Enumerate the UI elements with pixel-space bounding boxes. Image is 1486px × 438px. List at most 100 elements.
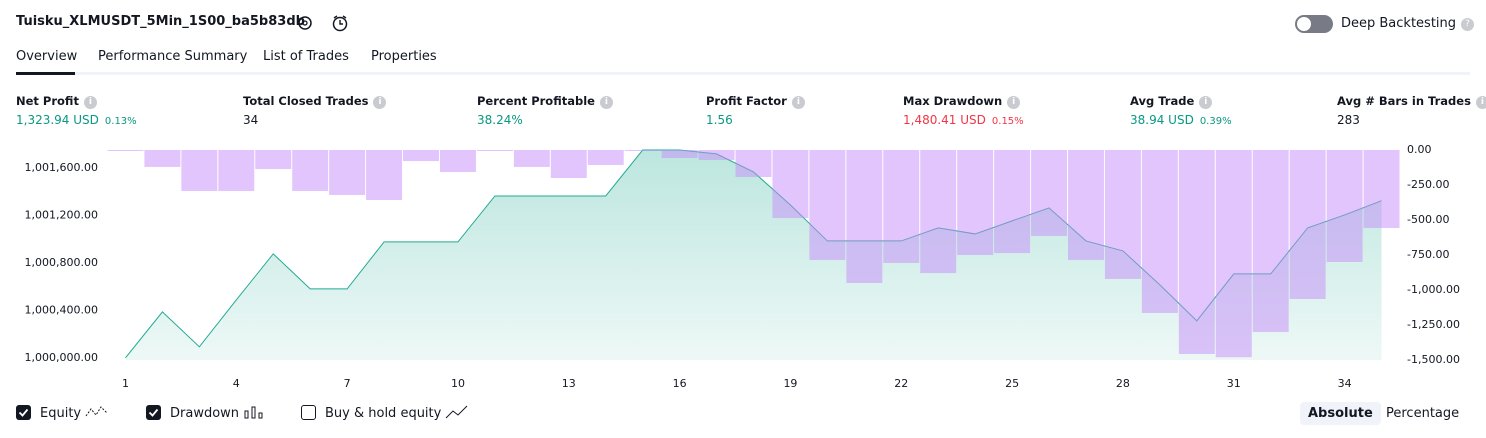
y-tick-label: 1,000,000.00 [25,351,98,364]
value-text: 1,480.41 USD [903,113,986,127]
drawdown-bar [292,150,329,192]
tab[interactable]: List of Trades [263,49,349,64]
x-tick-label: 34 [1338,377,1352,390]
drawdown-bar [846,150,883,283]
drawdown-bar [809,150,846,261]
y2-tick-label: 0.00 [1407,143,1432,156]
percent-text: 0.15% [991,116,1024,127]
drawdown-bar [957,150,994,255]
drawdown-bar [920,150,957,274]
drawdown-bar [255,150,292,170]
metric-label: Max Drawdown i [903,94,1021,109]
legend-text: Equity [40,406,82,421]
x-tick-label: 7 [344,377,351,390]
drawdown-bar [883,150,920,263]
drawdown-bar [403,150,439,162]
legend-equity[interactable]: Equity [16,405,109,421]
value-text: 34 [243,113,259,127]
x-tick-label: 13 [562,377,576,390]
metric-value: 1,323.94 USD 0.13% [16,113,137,127]
value-text: 38.24% [477,113,523,127]
metric-value: 34 [243,113,258,127]
x-tick-label: 22 [894,377,908,390]
info-icon: i [83,96,97,109]
chart: 1,000,000.00 1,000,400.00 1,000,800.00 1,00… [25,143,1460,390]
drawdown-bar [1068,150,1104,261]
metric-label: Net Profit i [16,94,97,109]
metric-label: Avg # Bars in Trades i [1337,94,1486,109]
label-text: Net Profit [16,94,79,108]
tab[interactable]: Properties [371,49,437,64]
label-text: Profit Factor [706,94,787,108]
legend-buy-hold[interactable]: Buy & hold equity [301,405,469,421]
drawdown-bar [587,150,624,165]
label-text: Percent Profitable [477,94,595,108]
drawdown-bar [1141,150,1178,313]
tab[interactable]: Overview [16,49,78,64]
metric-value: 1.56 [706,113,733,127]
equity-area [125,150,1382,360]
y2-tick-label: -1,250.00 [1407,318,1460,331]
y-tick-label: 1,001,200.00 [25,208,98,221]
value-text: 283 [1337,113,1360,127]
x-tick-label: 28 [1116,377,1130,390]
y2-tick-label: -750.00 [1407,248,1449,261]
metric-value: 38.94 USD 0.39% [1130,113,1232,127]
x-tick-label: 31 [1227,377,1241,390]
metric-value: 1,480.41 USD 0.15% [903,113,1024,127]
label-text: Avg Trade [1130,94,1195,108]
tab[interactable]: Performance Summary [98,49,248,64]
percent-text: 0.13% [104,116,137,127]
info-icon: i [1475,96,1486,109]
info-icon: i [1199,96,1213,109]
drawdown-bar [772,150,809,219]
label-text: Total Closed Trades [243,94,369,108]
drawdown-bar [994,150,1031,254]
info-icon: i [599,96,613,109]
header-icons[interactable] [296,14,356,34]
drawdown-bar [735,150,772,178]
value-text: 1,323.94 USD [16,113,99,127]
drawdown-bar [476,150,513,151]
x-tick-label: 4 [233,377,240,390]
drawdown-bar [624,150,661,151]
drawdown-bar [1363,150,1400,228]
legend-drawdown[interactable]: Drawdown [146,405,265,421]
info-icon: i [373,96,387,109]
drawdown-bar [366,150,403,200]
info-icon: i [791,96,805,109]
active-tab-underline [16,72,75,75]
y-tick-label: 1,000,400.00 [25,303,98,316]
drawdown-bar [513,150,550,167]
value-text: 38.94 USD [1130,113,1194,127]
label: Deep Backtesting [1341,16,1457,31]
drawdown-bar [1104,150,1141,279]
drawdown-bar [1215,150,1252,358]
percent-text: 0.39% [1199,116,1232,127]
drawdown-bar [1178,150,1215,354]
x-tick-label: 16 [673,377,687,390]
x-tick-label: 10 [451,377,465,390]
y2-tick-label: -500.00 [1407,213,1449,226]
percentage-button[interactable]: Percentage [1386,406,1460,421]
drawdown-bar [218,150,255,192]
y-tick-label: 1,000,800.00 [25,256,98,269]
y2-tick-label: -250.00 [1407,178,1449,191]
drawdown-bar [1289,150,1326,299]
deep-backtesting-label: Deep Backtesting? [1341,16,1475,31]
drawdown-bar [107,150,144,151]
drawdown-bar [698,150,735,160]
label-text: Avg # Bars in Trades [1337,94,1471,108]
drawdown-bar [329,150,366,195]
x-tick-label: 1 [122,377,129,390]
x-tick-label: 25 [1005,377,1019,390]
y2-tick-label: -1,500.00 [1407,353,1460,366]
y-tick-label: 1,001,600.00 [25,161,98,174]
strategy-title: Tuisku_XLMUSDT_5Min_1S00_ba5b83db [16,14,305,29]
metric-label: Avg Trade i [1130,94,1213,109]
absolute-button[interactable]: Absolute [1300,402,1381,425]
drawdown-bar [661,150,698,158]
toggle[interactable] [1295,15,1333,33]
legend-text: Drawdown [170,406,240,421]
